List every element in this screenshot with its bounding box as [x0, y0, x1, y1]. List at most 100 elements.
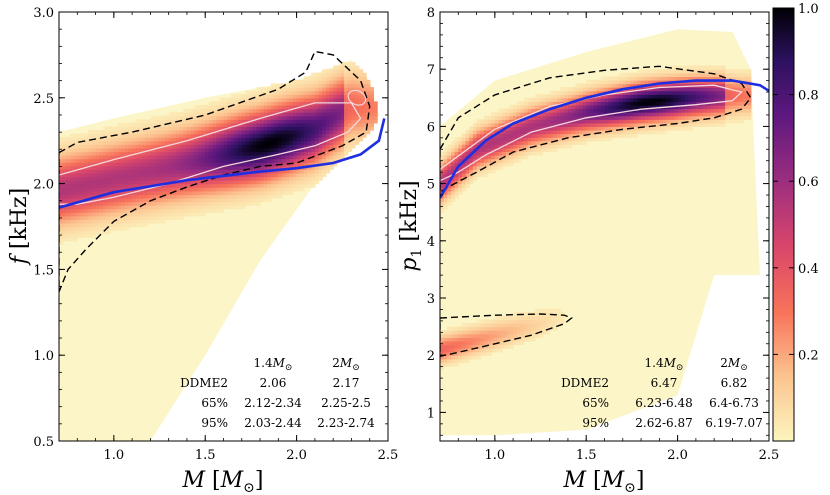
heatmap-cell: [80, 208, 86, 213]
heatmap-cell: [205, 201, 210, 206]
heatmap-cell: [600, 79, 606, 85]
heatmap-cell: [666, 112, 671, 117]
heatmap-cell: [454, 358, 459, 363]
heatmap-cell: [179, 155, 184, 160]
heatmap-cell: [154, 194, 159, 199]
heatmap-cell: [347, 130, 353, 135]
heatmap-cell: [168, 212, 173, 217]
heatmap-cell: [560, 87, 565, 92]
heatmap-cell: [165, 119, 170, 124]
heatmap-cell: [318, 72, 323, 77]
heatmap-cell: [535, 312, 540, 317]
heatmap-cell: [505, 133, 511, 138]
heatmap-cell: [303, 115, 309, 120]
heatmap-cell: [91, 133, 97, 138]
heatmap-cell: [491, 155, 496, 160]
heatmap-cell: [560, 104, 565, 110]
heatmap-cell: [318, 172, 323, 178]
heatmap-cell: [553, 97, 558, 102]
heatmap-cell: [146, 133, 151, 138]
heatmap-cell: [146, 140, 151, 145]
heatmap-cell: [278, 105, 283, 110]
heatmap-cell: [333, 119, 338, 124]
heatmap-cell: [219, 137, 225, 142]
heatmap-cell: [491, 130, 496, 135]
heatmap-cell: [311, 180, 316, 185]
heatmap-cell: [622, 122, 628, 127]
heatmap-cell: [652, 79, 657, 85]
heatmap-cell: [553, 90, 558, 95]
heatmap-cell: [465, 162, 470, 167]
heatmap-cell: [362, 87, 367, 92]
heatmap-cell: [208, 137, 214, 142]
heatmap-cell: [710, 87, 715, 92]
heatmap-cell: [234, 108, 239, 113]
heatmap-cell: [366, 87, 371, 92]
heatmap-cell: [520, 108, 525, 113]
table-cell: 6.82: [721, 376, 748, 390]
heatmap-cell: [128, 169, 133, 174]
heatmap-cell: [95, 165, 100, 170]
heatmap-cell: [458, 348, 463, 353]
heatmap-cell: [132, 140, 137, 145]
heatmap-cell: [241, 176, 247, 181]
heatmap-cell: [212, 158, 217, 163]
heatmap-cell: [282, 147, 287, 153]
heatmap-cell: [307, 183, 312, 188]
heatmap-cell: [70, 172, 75, 178]
heatmap-cell: [681, 115, 686, 120]
table-cell: 6.19-7.07: [705, 416, 763, 430]
heatmap-cell: [336, 140, 342, 145]
heatmap-cell: [491, 344, 496, 349]
heatmap-cell: [165, 201, 170, 206]
heatmap-cell: [476, 147, 481, 152]
heatmap-cell: [637, 97, 642, 102]
heatmap-cell: [597, 104, 602, 110]
heatmap-cell: [472, 326, 478, 331]
heatmap-cell: [714, 104, 719, 110]
heatmap-cell: [637, 87, 642, 92]
heatmap-cell: [472, 340, 478, 346]
heatmap-cell: [139, 219, 144, 224]
heatmap-cell: [524, 326, 529, 331]
heatmap-cell: [219, 197, 225, 203]
table-row-label: 95%: [582, 416, 609, 430]
heatmap-cell: [227, 180, 232, 185]
heatmap-cell: [249, 144, 254, 149]
heatmap-cell: [622, 115, 628, 120]
heatmap-cell: [274, 158, 279, 163]
heatmap-cell: [59, 190, 64, 195]
heatmap-cell: [571, 130, 576, 135]
heatmap-cell: [641, 104, 646, 110]
heatmap-cell: [227, 205, 232, 210]
heatmap-cell: [513, 130, 518, 135]
heatmap-cell: [80, 230, 86, 235]
heatmap-cell: [615, 79, 620, 85]
heatmap-cell: [157, 219, 162, 224]
heatmap-cell: [201, 105, 206, 110]
heatmap-cell: [267, 133, 272, 138]
heatmap-cell: [604, 119, 609, 124]
heatmap-cell: [289, 187, 294, 192]
heatmap-cell: [216, 158, 221, 163]
heatmap-cell: [183, 201, 188, 206]
heatmap-cell: [615, 119, 620, 124]
heatmap-cell: [557, 137, 562, 142]
heatmap-cell: [362, 72, 367, 77]
heatmap-cell: [176, 212, 181, 217]
heatmap-cell: [630, 87, 635, 92]
heatmap-cell: [476, 133, 481, 138]
heatmap-cell: [186, 169, 192, 174]
heatmap-cell: [157, 180, 162, 185]
heatmap-cell: [143, 119, 148, 124]
heatmap-cell: [491, 340, 496, 346]
heatmap-cell: [637, 115, 642, 120]
heatmap-cell: [197, 137, 203, 142]
heatmap-cell: [238, 187, 243, 192]
heatmap-cell: [736, 101, 741, 106]
heatmap-cell: [443, 362, 448, 367]
heatmap-cell: [110, 201, 115, 206]
heatmap-cell: [652, 94, 657, 99]
heatmap-cell: [663, 126, 668, 131]
heatmap-cell: [347, 122, 353, 127]
